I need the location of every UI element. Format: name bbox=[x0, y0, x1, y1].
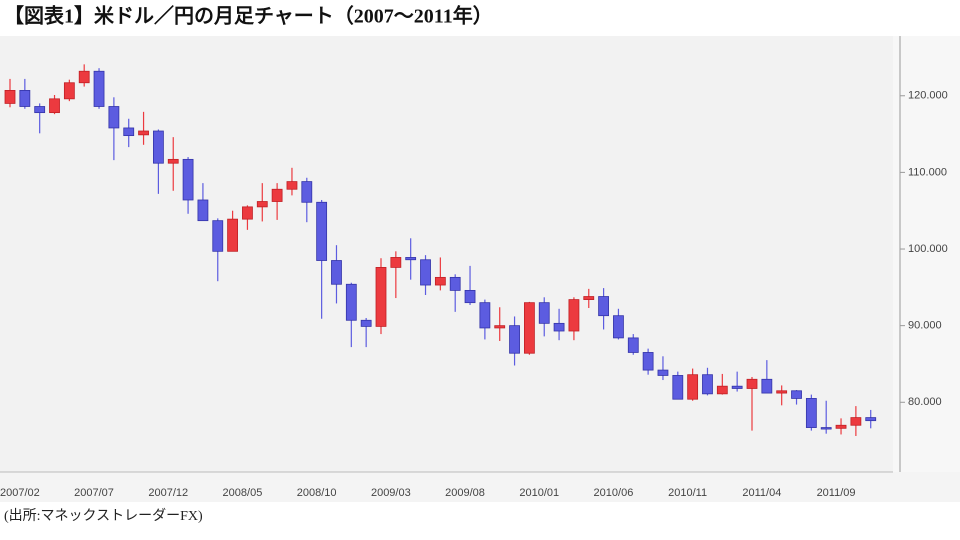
candle-body bbox=[286, 181, 298, 190]
x-tick-label: 2007/02 bbox=[0, 487, 40, 499]
candle-body bbox=[138, 130, 149, 136]
y-tick-label: 120.000 bbox=[908, 90, 948, 102]
candle-body bbox=[108, 106, 120, 129]
candle-body bbox=[850, 417, 862, 426]
candle-body bbox=[420, 259, 431, 286]
candle-body bbox=[271, 188, 283, 202]
candle-body bbox=[167, 158, 179, 164]
candle-body bbox=[34, 106, 46, 114]
candle-body bbox=[613, 315, 624, 339]
candle-body bbox=[746, 378, 758, 389]
candle-body bbox=[390, 257, 402, 268]
candle-body bbox=[316, 201, 328, 261]
candle-body bbox=[78, 70, 90, 84]
candle-body bbox=[405, 257, 417, 261]
y-tick-label: 80.000 bbox=[908, 396, 942, 408]
x-tick-label: 2007/07 bbox=[74, 487, 114, 499]
candle-body bbox=[63, 82, 75, 100]
candle-body bbox=[657, 369, 669, 376]
candle-body bbox=[687, 374, 699, 400]
x-axis-background bbox=[0, 472, 960, 502]
x-tick-label: 2011/04 bbox=[742, 487, 781, 499]
candle-body bbox=[93, 70, 105, 107]
candle-body bbox=[672, 375, 684, 400]
candle-body bbox=[598, 296, 609, 317]
candle-body bbox=[583, 296, 595, 300]
plot-background bbox=[0, 36, 893, 472]
candle-body bbox=[434, 276, 446, 286]
candle-body bbox=[494, 325, 506, 329]
candle-body bbox=[642, 352, 654, 371]
y-tick-label: 110.000 bbox=[908, 166, 947, 178]
candle-body bbox=[553, 322, 565, 332]
candle-body bbox=[360, 319, 372, 327]
candle-body bbox=[197, 199, 209, 222]
x-tick-label: 2007/12 bbox=[148, 487, 188, 499]
candle-body bbox=[805, 398, 817, 428]
candle-body bbox=[627, 337, 639, 353]
x-tick-label: 2009/08 bbox=[445, 487, 485, 499]
x-tick-label: 2009/03 bbox=[371, 487, 411, 499]
candle-body bbox=[182, 158, 194, 201]
candle-body bbox=[375, 267, 387, 327]
candle-body bbox=[820, 427, 832, 430]
axis-background bbox=[893, 36, 960, 472]
candle-body bbox=[716, 385, 728, 395]
candle-body bbox=[835, 424, 847, 429]
candle-body bbox=[242, 206, 253, 220]
chart-title: 【図表1】米ドル／円の月足チャート（2007～2011年） bbox=[4, 4, 493, 28]
candle-body bbox=[227, 218, 239, 252]
candle-body bbox=[538, 302, 550, 324]
candle-body bbox=[152, 130, 164, 164]
candle-body bbox=[731, 385, 743, 389]
y-tick-label: 90.000 bbox=[908, 320, 942, 332]
candle-body bbox=[509, 325, 520, 354]
y-tick-label: 100.000 bbox=[908, 243, 948, 255]
candle-body bbox=[776, 390, 788, 394]
x-tick-label: 2008/05 bbox=[223, 487, 263, 499]
x-tick-label: 2010/01 bbox=[519, 487, 559, 499]
candle-body bbox=[19, 90, 31, 107]
candle-body bbox=[761, 378, 773, 394]
candle-body bbox=[865, 417, 877, 422]
candle-body bbox=[791, 390, 802, 399]
candle-body bbox=[449, 276, 461, 291]
x-tick-label: 2010/11 bbox=[668, 487, 707, 499]
candle-body bbox=[123, 127, 135, 137]
x-tick-label: 2011/09 bbox=[817, 487, 856, 499]
candle-body bbox=[212, 220, 224, 252]
candle-body bbox=[464, 289, 476, 304]
candle-body bbox=[4, 90, 16, 104]
candle-body bbox=[49, 98, 60, 114]
candles bbox=[4, 64, 877, 436]
candle-body bbox=[479, 302, 491, 329]
source-note: (出所:マネックストレーダーFX) bbox=[4, 508, 203, 524]
candle-body bbox=[524, 302, 535, 354]
candle-body bbox=[256, 201, 268, 208]
candle-body bbox=[301, 181, 313, 203]
x-tick-label: 2008/10 bbox=[297, 487, 337, 499]
candle-body bbox=[331, 260, 342, 285]
candle-body bbox=[345, 283, 357, 321]
x-tick-label: 2010/06 bbox=[594, 487, 634, 499]
candle-body bbox=[702, 374, 713, 395]
candle-body bbox=[568, 299, 580, 332]
